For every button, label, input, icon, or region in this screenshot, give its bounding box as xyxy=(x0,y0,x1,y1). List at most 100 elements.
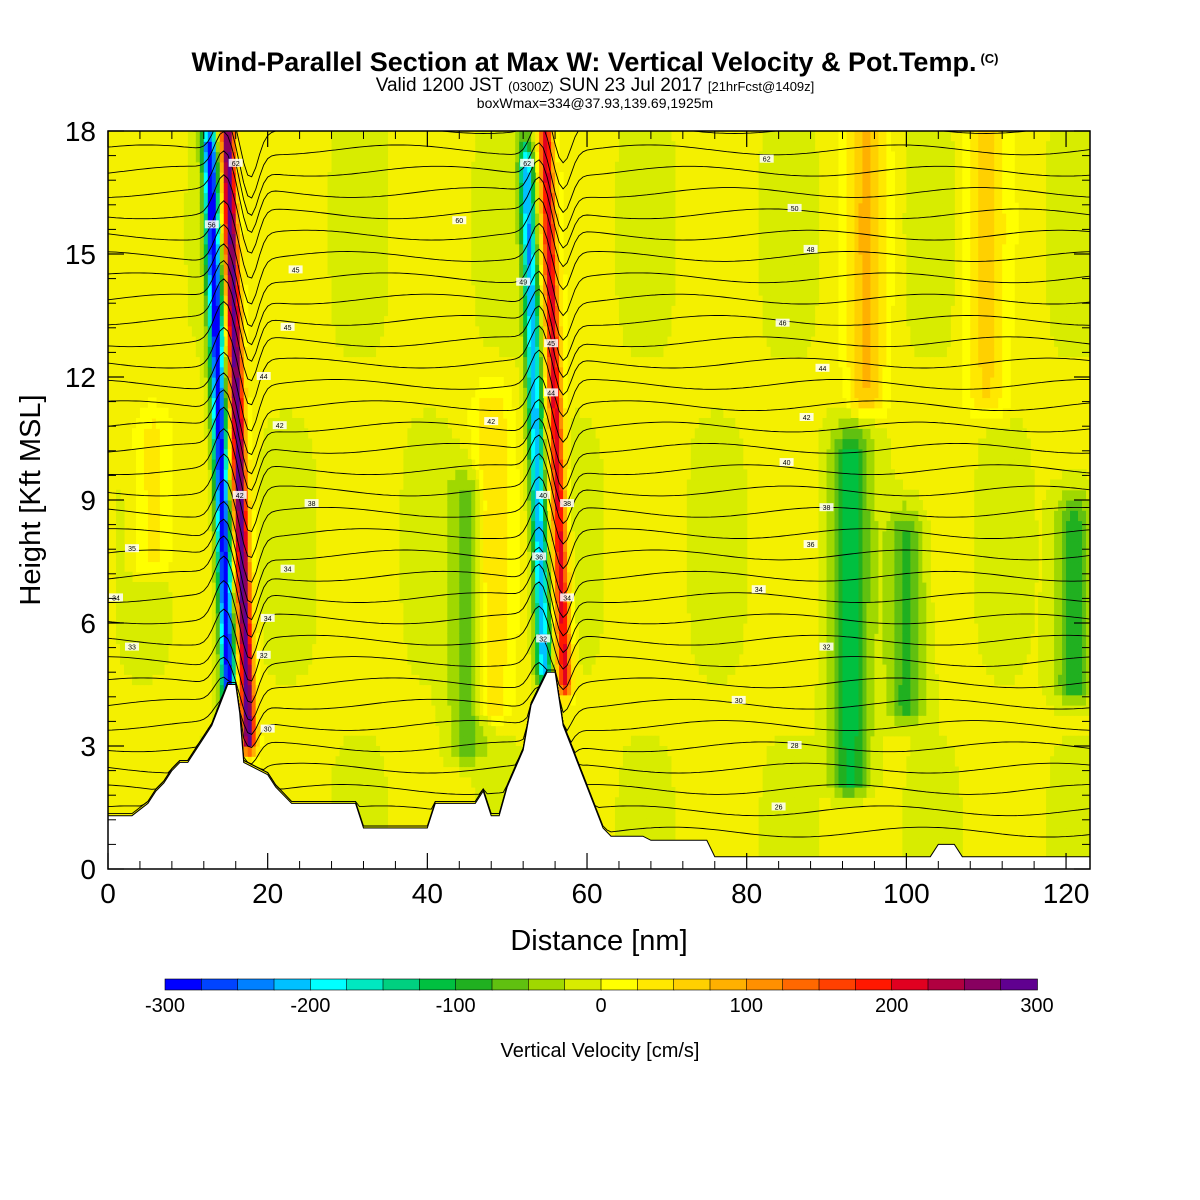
velocity-cell xyxy=(467,459,472,470)
velocity-cell xyxy=(634,346,640,358)
velocity-cell xyxy=(571,418,576,429)
velocity-cell xyxy=(247,428,253,440)
velocity-cell xyxy=(371,325,377,337)
velocity-cell xyxy=(431,592,436,604)
velocity-cell xyxy=(159,479,165,491)
velocity-cell xyxy=(431,469,436,481)
velocity-cell xyxy=(495,202,500,214)
velocity-cell xyxy=(642,233,648,245)
velocity-cell xyxy=(706,530,712,542)
velocity-cell xyxy=(495,315,500,327)
velocity-cell xyxy=(159,561,165,573)
velocity-cell xyxy=(239,182,245,194)
velocity-cell xyxy=(219,633,225,645)
velocity-cell xyxy=(459,510,464,522)
velocity-cell xyxy=(423,592,428,604)
velocity-cell xyxy=(235,161,241,173)
velocity-cell xyxy=(223,284,229,296)
velocity-cell xyxy=(642,735,648,747)
velocity-cell xyxy=(303,602,309,614)
velocity-cell xyxy=(471,776,476,788)
velocity-cell xyxy=(247,530,253,542)
velocity-cell xyxy=(638,305,644,317)
velocity-cell xyxy=(235,274,241,286)
velocity-cell xyxy=(243,407,249,419)
velocity-cell xyxy=(159,551,165,563)
velocity-cell xyxy=(203,131,209,142)
velocity-cell xyxy=(283,643,289,655)
velocity-cell xyxy=(535,305,540,317)
velocity-cell xyxy=(287,459,293,470)
velocity-cell xyxy=(475,223,480,235)
velocity-cell xyxy=(507,623,512,634)
velocity-cell xyxy=(135,438,141,450)
velocity-cell xyxy=(535,469,540,481)
velocity-cell xyxy=(487,653,492,665)
velocity-cell xyxy=(551,356,556,368)
velocity-cell xyxy=(523,500,528,511)
velocity-cell xyxy=(231,295,237,306)
velocity-cell xyxy=(211,356,217,368)
velocity-cell xyxy=(439,530,444,542)
velocity-cell xyxy=(331,141,337,153)
velocity-cell xyxy=(543,612,548,624)
velocity-cell xyxy=(662,274,668,286)
velocity-cell xyxy=(642,192,648,204)
velocity-cell xyxy=(626,284,632,296)
velocity-cell xyxy=(535,571,540,583)
velocity-cell xyxy=(339,797,345,809)
velocity-cell xyxy=(567,582,572,593)
velocity-cell xyxy=(227,223,233,235)
velocity-cell xyxy=(215,418,221,429)
velocity-cell xyxy=(203,233,209,245)
velocity-cell xyxy=(203,315,209,327)
velocity-cell xyxy=(143,561,149,573)
velocity-cell xyxy=(211,438,217,450)
velocity-cell xyxy=(247,705,253,716)
velocity-cell xyxy=(734,438,740,450)
velocity-cell xyxy=(151,438,157,450)
velocity-cell xyxy=(507,131,512,142)
velocity-cell xyxy=(443,571,448,583)
velocity-cell xyxy=(527,551,532,563)
velocity-cell xyxy=(351,274,357,286)
velocity-cell xyxy=(587,653,592,665)
velocity-cell xyxy=(487,643,492,655)
velocity-cell xyxy=(543,664,548,675)
velocity-cell xyxy=(235,510,241,522)
velocity-cell xyxy=(123,633,129,645)
velocity-cell xyxy=(259,479,265,491)
velocity-cell xyxy=(734,448,740,460)
velocity-cell xyxy=(283,428,289,440)
velocity-cell xyxy=(467,510,472,522)
velocity-cell xyxy=(115,612,121,624)
velocity-cell xyxy=(343,284,349,296)
velocity-cell xyxy=(235,541,241,552)
velocity-cell xyxy=(483,284,488,296)
velocity-cell xyxy=(459,735,464,747)
velocity-cell xyxy=(455,561,460,573)
velocity-cell xyxy=(215,387,221,399)
velocity-cell xyxy=(211,602,217,614)
velocity-cell xyxy=(559,336,564,347)
velocity-cell xyxy=(267,520,273,532)
velocity-cell xyxy=(247,674,253,686)
velocity-cell xyxy=(519,141,524,153)
velocity-cell xyxy=(702,582,708,593)
velocity-cell xyxy=(363,213,369,224)
velocity-cell xyxy=(702,448,708,460)
velocity-cell xyxy=(371,756,377,768)
velocity-cell xyxy=(531,202,536,214)
velocity-cell xyxy=(646,817,652,829)
velocity-cell xyxy=(403,541,408,552)
velocity-cell xyxy=(259,561,265,573)
velocity-cell xyxy=(495,500,500,511)
velocity-cell xyxy=(694,592,700,604)
velocity-cell xyxy=(730,500,736,511)
velocity-cell xyxy=(503,469,508,481)
velocity-cell xyxy=(231,602,237,614)
velocity-cell xyxy=(527,407,532,419)
velocity-cell xyxy=(551,315,556,327)
velocity-cell xyxy=(591,479,596,491)
velocity-cell xyxy=(762,295,768,306)
